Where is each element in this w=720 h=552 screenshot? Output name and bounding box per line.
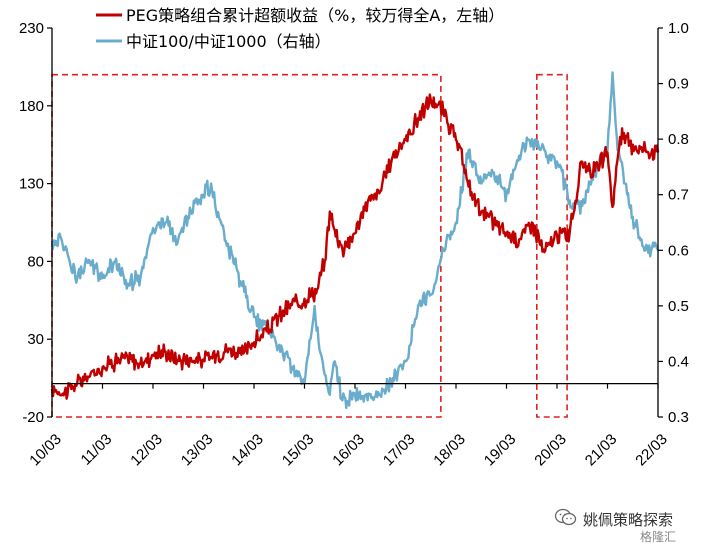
left-tick-label: 80	[27, 253, 44, 270]
legend: PEG策略组合累计超额收益（%，较万得全A，左轴） 中证100/中证1000（右轴…	[96, 6, 504, 51]
tick-labels: -20 30 80 130 180 230 0.3 0.4 0.5 0.6 0.7 0.8 0.9 1.0…	[19, 20, 689, 469]
x-tick-label: 19/03	[481, 431, 520, 470]
axes	[47, 27, 663, 418]
left-tick-label: -20	[22, 409, 44, 426]
left-tick-label: 30	[27, 331, 44, 348]
left-tick-label: 180	[19, 98, 44, 115]
legend-label-1: PEG策略组合累计超额收益（%，较万得全A，左轴）	[126, 6, 504, 25]
right-tick-label: 1.0	[668, 20, 689, 37]
right-tick-label: 0.4	[668, 353, 689, 370]
x-tick-label: 21/03	[582, 431, 621, 470]
right-tick-label: 0.9	[668, 76, 689, 93]
series-layer	[50, 71, 660, 410]
left-tick-label: 230	[19, 20, 44, 37]
legend-label-2: 中证100/中证1000（右轴）	[126, 32, 331, 51]
right-tick-label: 0.7	[668, 187, 689, 204]
watermark-text: 姚佩策略探索	[583, 510, 674, 529]
right-tick-label: 0.6	[668, 242, 689, 259]
left-tick-label: 130	[19, 176, 44, 193]
x-tick-label: 18/03	[430, 431, 469, 470]
wechat-icon	[554, 508, 577, 530]
right-tick-label: 0.5	[668, 298, 689, 315]
highlight-box-1	[51, 73, 442, 418]
right-tick-label: 0.3	[668, 409, 689, 426]
peg-excess-return-line	[50, 93, 660, 400]
x-tick-label: 15/03	[279, 431, 318, 470]
x-tick-label: 13/03	[178, 431, 217, 470]
right-tick-label: 0.8	[668, 131, 689, 148]
x-tick-label: 16/03	[329, 431, 368, 470]
watermark-brand: 格隆汇	[640, 530, 677, 544]
x-tick-label: 22/03	[632, 431, 671, 470]
highlight-boxes	[51, 73, 568, 418]
x-tick-label: 11/03	[78, 431, 116, 469]
csi100-csi1000-ratio-line	[50, 71, 660, 410]
x-tick-label: 14/03	[228, 431, 267, 470]
x-tick-label: 10/03	[26, 431, 65, 470]
x-tick-label: 17/03	[380, 431, 419, 470]
highlight-box-2	[535, 73, 568, 418]
watermark: 姚佩策略探索	[554, 508, 674, 530]
x-tick-label: 12/03	[127, 431, 166, 470]
x-tick-label: 20/03	[531, 431, 570, 470]
